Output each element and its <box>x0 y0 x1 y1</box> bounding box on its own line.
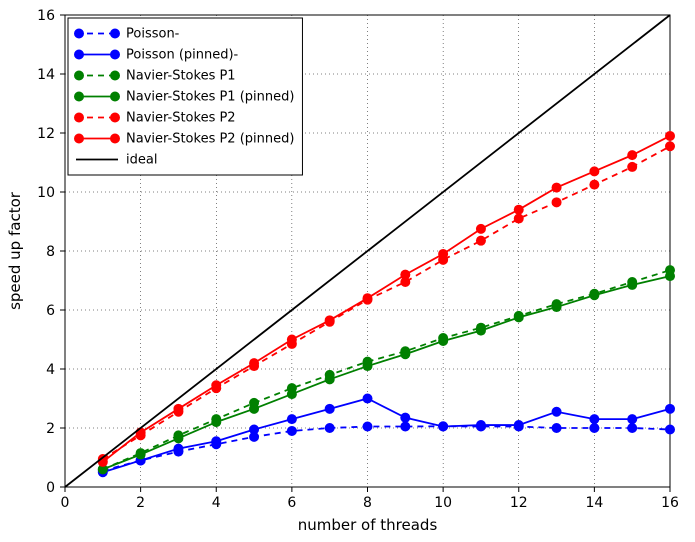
series-marker <box>514 312 524 322</box>
legend-label: Navier-Stokes P2 (pinned) <box>126 132 294 147</box>
series-marker <box>438 249 448 259</box>
series-marker <box>363 361 373 371</box>
y-tick-label: 10 <box>37 185 55 201</box>
series-marker <box>400 413 410 423</box>
series-marker <box>438 422 448 432</box>
y-tick-label: 0 <box>46 480 55 496</box>
x-tick-label: 0 <box>61 495 70 511</box>
series-marker <box>589 180 599 190</box>
series-marker <box>552 183 562 193</box>
series-marker <box>627 280 637 290</box>
series-marker <box>249 424 259 434</box>
series-marker <box>476 236 486 246</box>
series-marker <box>665 424 675 434</box>
x-tick-label: 14 <box>585 495 603 511</box>
series-marker <box>325 374 335 384</box>
series-marker <box>249 404 259 414</box>
series-marker <box>287 426 297 436</box>
series-marker <box>363 394 373 404</box>
series-marker <box>665 141 675 151</box>
series-marker <box>325 315 335 325</box>
legend-label: Poisson (pinned)- <box>126 48 239 63</box>
series-marker <box>287 335 297 345</box>
series-marker <box>438 336 448 346</box>
series-marker <box>173 404 183 414</box>
series-marker <box>211 380 221 390</box>
series-marker <box>211 417 221 427</box>
y-tick-label: 16 <box>37 8 55 24</box>
series-marker <box>476 420 486 430</box>
y-tick-label: 8 <box>46 244 55 260</box>
series-marker <box>363 422 373 432</box>
speedup-chart: 0 2 4 6 8 10 12 14 16 0 2 4 6 8 10 12 14 16 number of thr… <box>0 0 695 542</box>
series-marker <box>552 407 562 417</box>
series-marker <box>249 358 259 368</box>
series-marker <box>136 450 146 460</box>
series-marker <box>173 433 183 443</box>
x-axis-label: number of threads <box>298 516 438 534</box>
x-tick-label: 12 <box>510 495 528 511</box>
x-tick-label: 16 <box>661 495 679 511</box>
y-tick-label: 2 <box>46 421 55 437</box>
series-marker <box>627 423 637 433</box>
series-marker <box>514 205 524 215</box>
series-marker <box>627 414 637 424</box>
series-marker <box>363 293 373 303</box>
series-marker <box>400 270 410 280</box>
series-marker <box>665 131 675 141</box>
series-marker <box>589 166 599 176</box>
legend-label: Navier-Stokes P1 <box>126 69 236 84</box>
series-marker <box>627 150 637 160</box>
series-marker <box>552 197 562 207</box>
x-tick-label: 4 <box>212 495 221 511</box>
series-marker <box>476 224 486 234</box>
x-tick-label: 10 <box>434 495 452 511</box>
series-marker <box>400 422 410 432</box>
y-tick-label: 14 <box>37 67 55 83</box>
series-marker <box>211 436 221 446</box>
series-marker <box>325 404 335 414</box>
series-marker <box>552 302 562 312</box>
series-marker <box>589 414 599 424</box>
y-tick-label: 4 <box>46 362 55 378</box>
y-tick-label: 6 <box>46 303 55 319</box>
series-marker <box>589 423 599 433</box>
series-marker <box>589 290 599 300</box>
series-marker <box>287 389 297 399</box>
legend-label: Poisson- <box>126 27 180 42</box>
y-tick-label: 12 <box>37 126 55 142</box>
x-tick-label: 8 <box>363 495 372 511</box>
y-axis-label: speed up factor <box>6 191 24 310</box>
series-marker <box>627 162 637 172</box>
series-marker <box>514 214 524 224</box>
x-tick-label: 6 <box>287 495 296 511</box>
series-marker <box>325 423 335 433</box>
series-marker <box>552 423 562 433</box>
legend-label: Navier-Stokes P2 <box>126 111 236 126</box>
x-tick-label: 2 <box>136 495 145 511</box>
series-marker <box>476 326 486 336</box>
legend-label: Navier-Stokes P1 (pinned) <box>126 90 294 105</box>
series-marker <box>514 420 524 430</box>
legend-label: ideal <box>126 153 157 168</box>
series-marker <box>665 404 675 414</box>
legend: Poisson- Poisson (pinned)- Navier-Stokes P… <box>68 18 302 175</box>
series-marker <box>400 349 410 359</box>
series-marker <box>287 414 297 424</box>
series-marker <box>173 444 183 454</box>
series-marker <box>665 271 675 281</box>
